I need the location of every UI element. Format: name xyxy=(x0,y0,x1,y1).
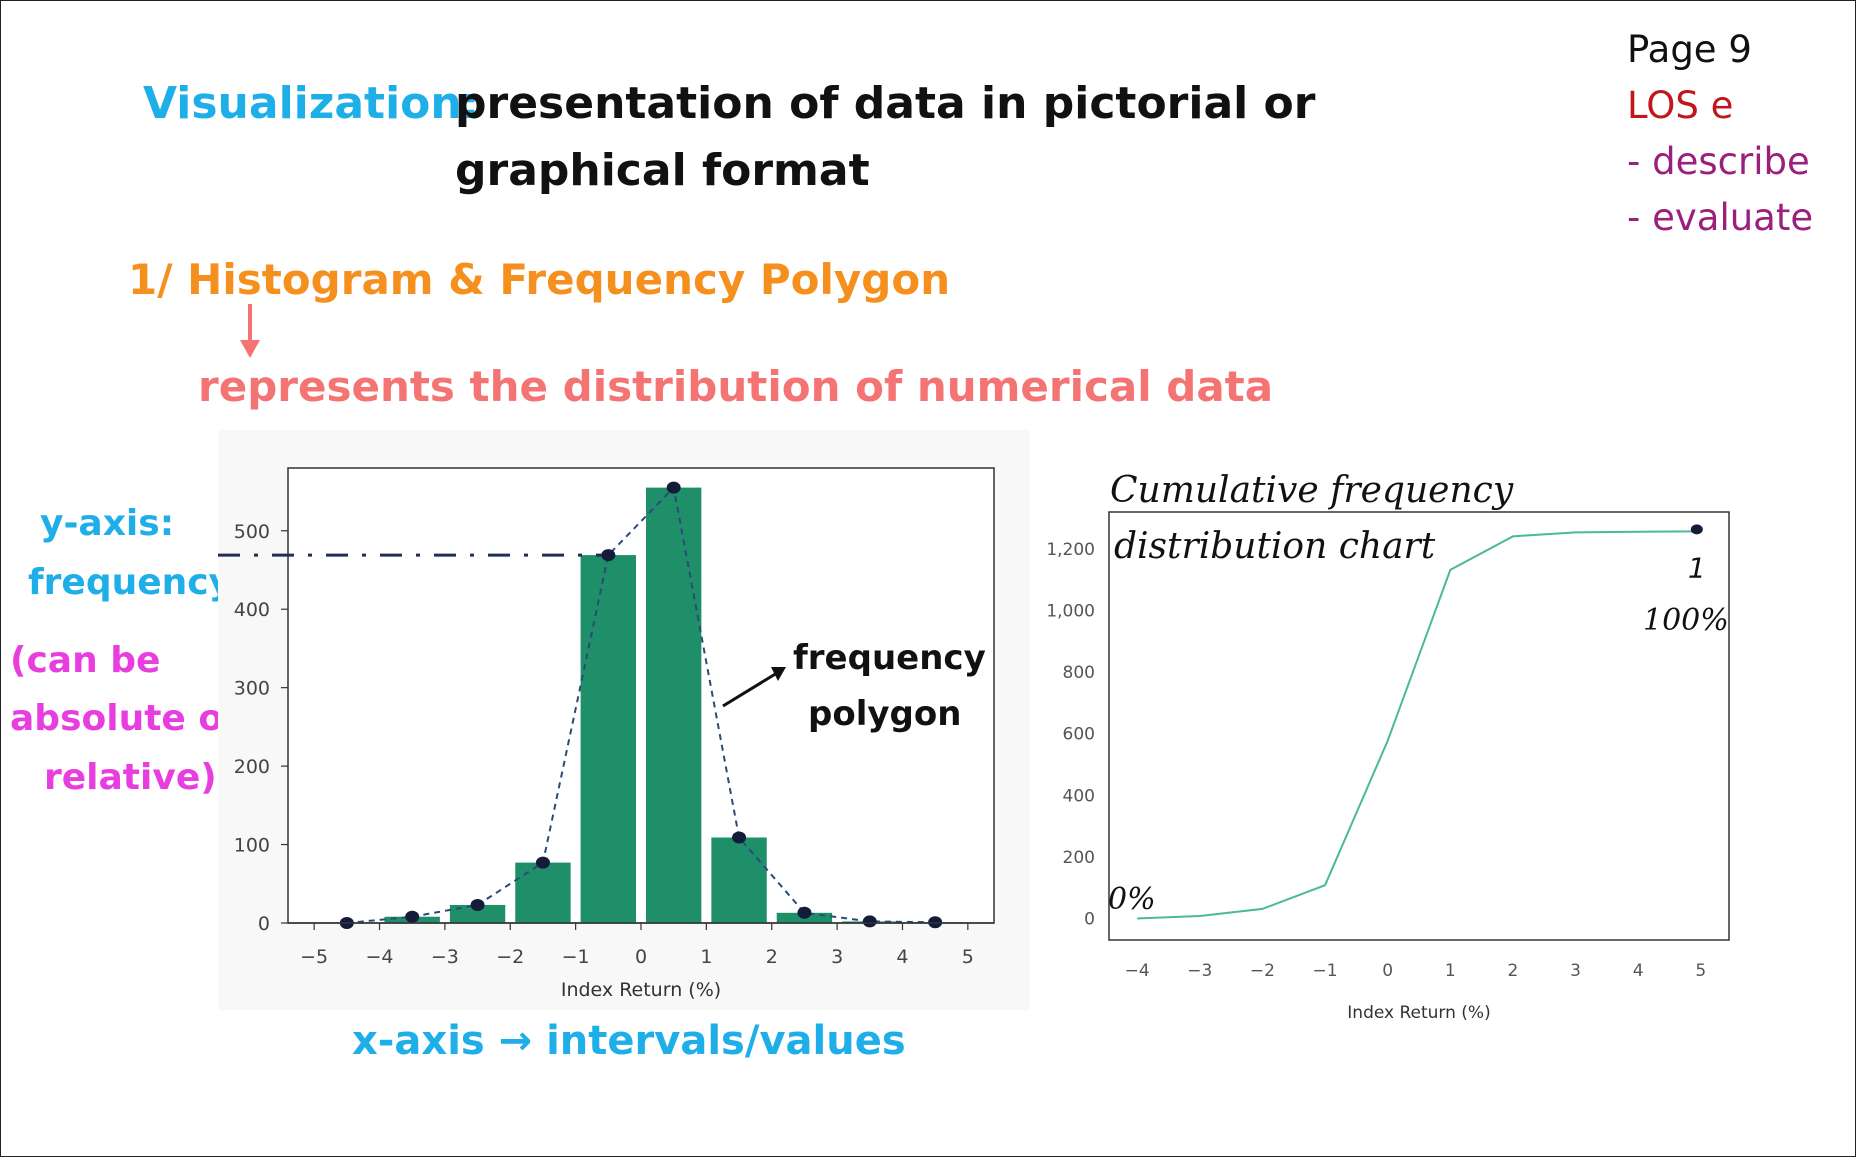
los-item-evaluate: - evaluate xyxy=(1627,196,1814,239)
cumulative-x-tick-label: −1 xyxy=(1313,961,1338,981)
cumulative-y-tick-label: 0 xyxy=(1084,909,1095,929)
y-axis-note-line2: absolute or xyxy=(10,698,241,739)
visualization-definition-line1: presentation of data in pictorial or xyxy=(455,78,1316,129)
hundred-percent-label: 100% xyxy=(1643,603,1729,638)
frequency-polygon-point xyxy=(666,481,681,494)
histogram-bar xyxy=(515,862,571,923)
cumulative-title-line1: Cumulative frequency xyxy=(1110,470,1514,511)
histogram-chart: −5 −4 −3 −2 −1 0 1 2 3 4 5 0 100 200 300 400 500 Index … xyxy=(218,430,1030,1010)
frequency-polygon-point xyxy=(797,906,812,919)
cumulative-frequency-chart: −4 −3 −2 −1 0 1 2 3 4 5 0 200 400 600 800 1,000 1,200 I… xyxy=(1046,511,1730,1020)
histogram-x-tick-label: 0 xyxy=(635,946,647,968)
cumulative-plot-area xyxy=(1108,511,1730,941)
histogram-bar xyxy=(449,904,506,923)
y-axis-note-line1: (can be xyxy=(10,640,161,681)
histogram-x-tick-label: 4 xyxy=(896,946,908,968)
end-point-mark: 1 xyxy=(1688,551,1706,584)
los-item-describe: - describe xyxy=(1627,140,1810,183)
arrow-down-icon xyxy=(240,304,260,358)
cumulative-frequency-line xyxy=(1137,530,1701,920)
frequency-polygon-point xyxy=(405,910,420,923)
frequency-polygon-point xyxy=(928,916,943,929)
section-title: 1/ Histogram & Frequency Polygon xyxy=(128,255,951,304)
histogram-bar xyxy=(580,555,636,923)
cumulative-y-tick-label: 400 xyxy=(1063,786,1095,806)
histogram-bar xyxy=(711,837,767,923)
cumulative-x-tick-label: 2 xyxy=(1508,961,1519,981)
histogram-x-tick-label: −3 xyxy=(431,946,459,968)
los-label: LOS e xyxy=(1627,84,1734,127)
histogram-y-tick-label: 200 xyxy=(234,756,270,778)
cumulative-y-tick-label: 1,200 xyxy=(1046,540,1095,560)
cumulative-x-tick-label: 4 xyxy=(1633,961,1644,981)
cumulative-x-tick-label: 0 xyxy=(1382,961,1393,981)
zero-percent-label: 0% xyxy=(1108,882,1156,917)
y-axis-note-line3: relative) xyxy=(44,757,217,798)
histogram-x-tick-label: −5 xyxy=(300,946,328,968)
page-number: Page 9 xyxy=(1627,28,1752,71)
cumulative-title-line2: distribution chart xyxy=(1114,526,1436,567)
frequency-polygon-point xyxy=(470,898,485,911)
histogram-x-tick-label: 1 xyxy=(700,946,712,968)
histogram-y-tick-label: 0 xyxy=(258,913,270,935)
histogram-plot-area xyxy=(287,467,995,924)
histogram-x-axis-label: Index Return (%) xyxy=(561,979,721,1001)
y-axis-annotation-line1: y-axis: xyxy=(40,503,175,544)
cumulative-end-point xyxy=(1690,524,1703,535)
histogram-y-tick-label: 500 xyxy=(234,521,270,543)
y-axis-annotation-line2: frequency xyxy=(28,562,233,603)
polygon-pointer-arrowhead-icon xyxy=(771,667,786,681)
cumulative-x-tick-label: 3 xyxy=(1570,961,1581,981)
section-description: represents the distribution of numerical… xyxy=(198,362,1274,411)
histogram-x-tick-label: 2 xyxy=(766,946,778,968)
histogram-x-tick-label: 5 xyxy=(962,946,974,968)
x-axis-annotation: x-axis → intervals/values xyxy=(352,1018,906,1064)
frequency-polygon-point xyxy=(601,549,616,562)
visualization-term: Visualization: xyxy=(143,78,480,129)
histogram-x-tick-label: 3 xyxy=(831,946,843,968)
cumulative-y-tick-label: 800 xyxy=(1063,663,1095,683)
cumulative-x-tick-label: −3 xyxy=(1187,961,1212,981)
cumulative-x-axis-label: Index Return (%) xyxy=(1347,1003,1490,1020)
frequency-polygon-point xyxy=(862,915,877,928)
histogram-x-tick-label: −4 xyxy=(366,946,394,968)
cumulative-y-tick-label: 200 xyxy=(1063,848,1095,868)
histogram-y-tick-label: 300 xyxy=(234,678,270,700)
cumulative-x-tick-label: −2 xyxy=(1250,961,1275,981)
cumulative-y-tick-label: 600 xyxy=(1063,725,1095,745)
polygon-pointer-arrow xyxy=(722,671,778,708)
histogram-x-tick-label: −2 xyxy=(496,946,524,968)
cumulative-x-tick-label: 1 xyxy=(1445,961,1456,981)
frequency-polygon-point xyxy=(732,831,747,844)
visualization-definition-line2: graphical format xyxy=(455,145,870,196)
histogram-y-tick-label: 100 xyxy=(234,835,270,857)
cumulative-x-tick-label: −4 xyxy=(1125,961,1150,981)
histogram-bar xyxy=(646,487,702,923)
histogram-y-tick-label: 400 xyxy=(234,599,270,621)
frequency-polygon-label-line1: frequency xyxy=(793,638,986,678)
cumulative-y-tick-label: 1,000 xyxy=(1046,602,1095,622)
frequency-polygon-point xyxy=(535,856,550,869)
frequency-polygon-label-line2: polygon xyxy=(808,694,962,734)
cumulative-x-tick-label: 5 xyxy=(1695,961,1706,981)
histogram-x-tick-label: −1 xyxy=(562,946,590,968)
